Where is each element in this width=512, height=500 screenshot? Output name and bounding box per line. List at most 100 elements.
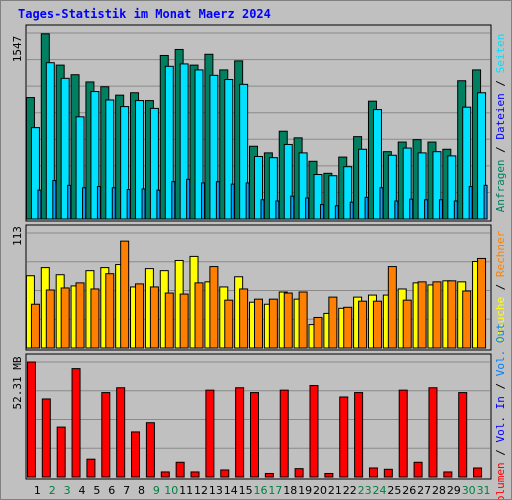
bar-volumen-day-19 <box>294 468 304 478</box>
bar-volumen-day-6 <box>101 392 111 478</box>
bar-dateien-day-11 <box>179 63 189 220</box>
x-tick-label-day-29: 29 <box>447 484 461 497</box>
bar-rechner-day-11 <box>179 293 189 349</box>
bar-rechner-day-26 <box>402 299 412 349</box>
bar-rechner-day-9 <box>149 286 159 349</box>
bar-seiten-day-7 <box>126 189 131 220</box>
x-tick-label-day-19: 19 <box>298 484 312 497</box>
bar-seiten-day-25 <box>394 200 399 220</box>
legend-middle: Besuche / Rechner <box>494 230 507 343</box>
bar-seiten-day-8 <box>141 188 146 220</box>
legend-item: Vol. Out <box>494 323 507 376</box>
bar-dateien-day-17 <box>268 157 278 220</box>
bar-volumen-day-10 <box>160 471 170 478</box>
bar-dateien-day-5 <box>90 91 100 220</box>
bar-dateien-day-24 <box>372 109 382 220</box>
bar-rechner-day-13 <box>209 266 219 349</box>
x-tick-label-day-20: 20 <box>313 484 327 497</box>
bar-volumen-day-29 <box>443 471 453 478</box>
bar-dateien-day-12 <box>194 69 204 220</box>
bar-rechner-day-21 <box>328 296 338 349</box>
legend-item: Besuche <box>494 297 507 343</box>
bar-seiten-day-20 <box>319 204 324 220</box>
bar-rechner-day-6 <box>105 273 115 349</box>
bar-dateien-day-10 <box>164 65 174 220</box>
bar-volumen-day-2 <box>41 398 51 478</box>
bar-volumen-day-17 <box>264 472 274 478</box>
bar-seiten-day-2 <box>52 180 57 220</box>
bar-volumen-day-12 <box>190 471 200 478</box>
legend-top: Anfragen / Dateien / Seiten <box>494 34 507 213</box>
bar-dateien-day-31 <box>477 92 487 220</box>
bar-dateien-day-26 <box>402 147 412 220</box>
x-tick-label-day-22: 22 <box>343 484 357 497</box>
bar-dateien-day-30 <box>462 106 472 220</box>
legend-item: Anfragen <box>494 159 507 212</box>
bar-seiten-day-5 <box>96 186 101 220</box>
bar-dateien-day-15 <box>239 83 249 220</box>
bar-rechner-day-14 <box>224 299 234 349</box>
bar-seiten-day-24 <box>379 187 384 220</box>
bar-dateien-day-25 <box>387 154 397 220</box>
x-tick-label-day-24: 24 <box>372 484 386 497</box>
bar-volumen-day-14 <box>220 469 230 478</box>
legend-item: Vol. In <box>494 396 507 442</box>
bar-rechner-day-7 <box>120 240 130 349</box>
bar-rechner-day-3 <box>60 287 70 349</box>
bar-seiten-day-6 <box>111 187 116 220</box>
bar-rechner-day-17 <box>268 298 278 349</box>
bar-rechner-day-30 <box>462 290 472 349</box>
bar-volumen-day-22 <box>339 396 349 478</box>
bar-rechner-day-15 <box>239 288 249 349</box>
bar-volumen-day-5 <box>86 458 96 478</box>
y-max-label: 52.31 MB <box>11 356 24 409</box>
legend-item: Dateien <box>494 93 507 139</box>
y-max-label: 1547 <box>11 36 24 63</box>
bar-dateien-day-9 <box>149 107 159 220</box>
x-tick-label-day-15: 15 <box>239 484 253 497</box>
bar-seiten-day-21 <box>334 205 339 220</box>
bar-seiten-day-22 <box>349 201 354 220</box>
bar-rechner-day-10 <box>164 292 174 349</box>
legend-bottom: Volumen / Vol. In / Vol. Out <box>494 323 507 499</box>
bar-rechner-day-22 <box>343 306 353 349</box>
bar-volumen-day-3 <box>56 426 66 478</box>
x-tick-label-day-30: 30 <box>462 484 476 497</box>
bar-rechner-day-18 <box>283 292 293 349</box>
x-tick-label-day-9: 9 <box>153 484 160 497</box>
bar-rechner-day-5 <box>90 288 100 349</box>
bar-seiten-day-11 <box>186 178 191 220</box>
x-tick-label-day-13: 13 <box>209 484 223 497</box>
bar-dateien-day-29 <box>447 155 457 220</box>
x-tick-label-day-2: 2 <box>49 484 56 497</box>
x-tick-label-day-12: 12 <box>194 484 208 497</box>
bar-dateien-day-21 <box>328 175 338 220</box>
x-tick-label-day-1: 1 <box>34 484 41 497</box>
bar-rechner-day-29 <box>447 280 457 349</box>
bar-dateien-day-6 <box>105 99 115 220</box>
x-tick-label-day-26: 26 <box>402 484 416 497</box>
x-tick-label-day-4: 4 <box>79 484 86 497</box>
bar-volumen-day-15 <box>235 387 245 478</box>
x-tick-label-day-14: 14 <box>224 484 238 497</box>
x-tick-label-day-17: 17 <box>268 484 282 497</box>
y-max-label: 113 <box>11 226 24 246</box>
x-tick-label-day-8: 8 <box>138 484 145 497</box>
bar-dateien-day-22 <box>343 166 353 220</box>
bar-rechner-day-19 <box>298 291 308 349</box>
x-tick-label-day-21: 21 <box>328 484 342 497</box>
bar-seiten-day-17 <box>275 200 280 220</box>
legend-separator: / <box>494 140 507 160</box>
bar-seiten-day-30 <box>468 186 473 220</box>
bar-volumen-day-20 <box>309 385 319 478</box>
bar-rechner-day-31 <box>477 257 487 349</box>
bar-rechner-day-20 <box>313 316 323 349</box>
bar-rechner-day-25 <box>387 266 397 349</box>
bar-dateien-day-23 <box>358 148 368 220</box>
bar-volumen-day-30 <box>458 392 468 478</box>
bar-rechner-day-8 <box>135 283 145 349</box>
x-tick-label-day-3: 3 <box>64 484 71 497</box>
legend-separator: / <box>494 277 507 297</box>
